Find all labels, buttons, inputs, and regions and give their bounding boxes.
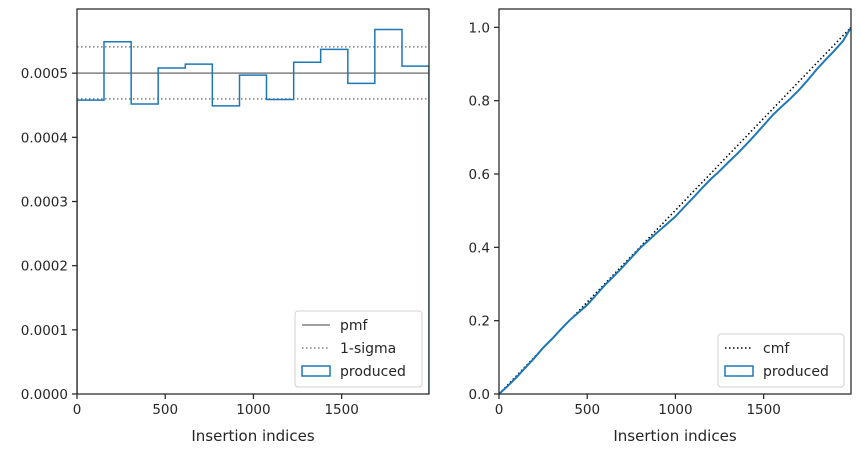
legend-handle-produced <box>724 365 754 377</box>
legend-label-produced: produced <box>763 364 829 380</box>
pmf-panel: 0 500 1000 1500 0.0000 0.0001 0.0002 0.0003 0.00… <box>21 8 430 445</box>
x-axis-label: Insertion indices <box>191 427 314 445</box>
y-tick-label: 0.2 <box>469 314 490 330</box>
legend-label-produced: produced <box>340 364 406 380</box>
x-tick-label: 0 <box>73 402 82 418</box>
y-tick-label: 0.0002 <box>21 259 68 275</box>
legend-label-cmf: cmf <box>763 341 790 357</box>
y-tick-label: 0.0004 <box>21 130 68 146</box>
cmf-panel: 0 500 1000 1500 0.0 0.2 0.4 0.6 0.8 1.0 Insertion … <box>469 8 852 445</box>
x-tick-label: 1000 <box>658 402 692 418</box>
legend-label-1-sigma: 1-sigma <box>340 341 396 357</box>
x-tick-label: 1500 <box>324 402 358 418</box>
produced-cdf-line <box>499 26 851 394</box>
x-axis-label: Insertion indices <box>613 427 736 445</box>
y-tick-label: 0.6 <box>469 167 490 183</box>
legend-box <box>294 310 423 388</box>
x-tick-label: 500 <box>574 402 600 418</box>
y-tick-label: 0.0003 <box>21 195 68 211</box>
x-tick-label: 0 <box>495 402 504 418</box>
y-tick-label: 1.0 <box>469 20 490 36</box>
y-tick-label: 0.0005 <box>21 66 68 82</box>
y-tick-label: 0.4 <box>469 240 490 256</box>
y-tick-label: 0.0 <box>469 387 490 403</box>
x-tick-label: 1000 <box>236 402 270 418</box>
x-tick-label: 500 <box>152 402 178 418</box>
x-tick-label: 1500 <box>746 402 780 418</box>
legend-label-pmf: pmf <box>340 318 369 334</box>
y-tick-label: 0.8 <box>469 94 490 110</box>
y-tick-label: 0.0000 <box>21 387 68 403</box>
legend-handle-produced <box>301 365 331 377</box>
y-tick-label: 0.0001 <box>21 323 68 339</box>
produced-histogram <box>77 28 429 394</box>
